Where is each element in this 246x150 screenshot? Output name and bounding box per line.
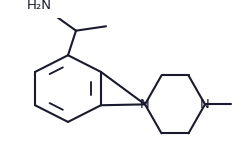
Text: H₂N: H₂N (27, 0, 52, 12)
Text: N: N (140, 98, 150, 111)
Text: N: N (200, 98, 210, 111)
